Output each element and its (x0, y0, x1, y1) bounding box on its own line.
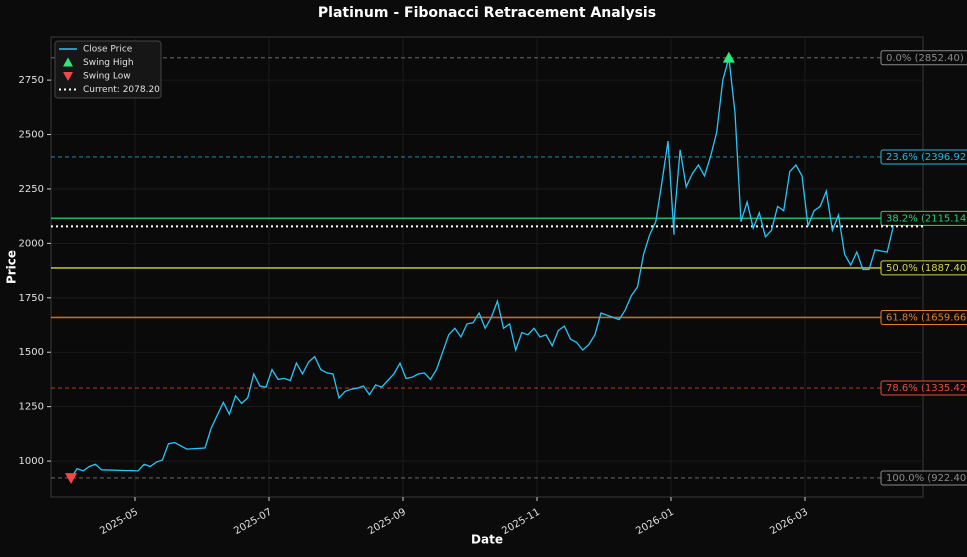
legend-label: Swing High (83, 58, 134, 68)
x-axis-label: Date (471, 533, 503, 547)
y-tick-label: 1250 (19, 402, 44, 413)
legend-swatch (63, 57, 73, 67)
fib-label-box (880, 380, 967, 396)
fib-level-label: 61.8% (1659.66) (886, 312, 967, 323)
fib-label-box (880, 50, 967, 66)
y-axis-label: Price (5, 250, 19, 284)
fib-level-label: 78.6% (1335.42) (886, 383, 967, 394)
fib-level-label: 23.6% (2396.92) (886, 152, 967, 163)
y-tick-label: 1750 (19, 293, 44, 304)
legend-label: Swing Low (83, 72, 131, 82)
legend-label: Close Price (83, 45, 133, 55)
swing-marker (722, 51, 735, 63)
fib-label-box (880, 210, 967, 226)
y-tick-label: 1000 (19, 456, 44, 467)
fib-label-box (880, 149, 967, 165)
fib-label-box (880, 309, 967, 325)
y-tick-label: 2750 (19, 75, 44, 86)
swing-marker (65, 473, 78, 484)
fib-label-box (880, 260, 967, 276)
y-tick-label: 2000 (19, 238, 44, 249)
chart-title: Platinum - Fibonacci Retracement Analysi… (318, 5, 656, 21)
fib-level-label: 0.0% (2852.40) (886, 53, 964, 64)
y-tick-label: 2250 (19, 184, 44, 195)
plot-area (50, 36, 924, 498)
fib-level-label: 38.2% (2115.14) (886, 213, 967, 224)
price-line (70, 57, 894, 479)
fib-label-box (880, 470, 967, 486)
legend-label: Current: 2078.20 (83, 85, 160, 95)
legend-box (54, 40, 162, 99)
y-tick-label: 1500 (19, 347, 44, 358)
fib-level-label: 50.0% (1887.40) (886, 263, 967, 274)
fib-level-label: 100.0% (922.40) (886, 473, 967, 484)
legend-swatch (63, 72, 73, 81)
legend: Close Price Swing High Swing Low Current: 2… (54, 40, 162, 99)
y-tick-label: 2500 (19, 130, 44, 141)
